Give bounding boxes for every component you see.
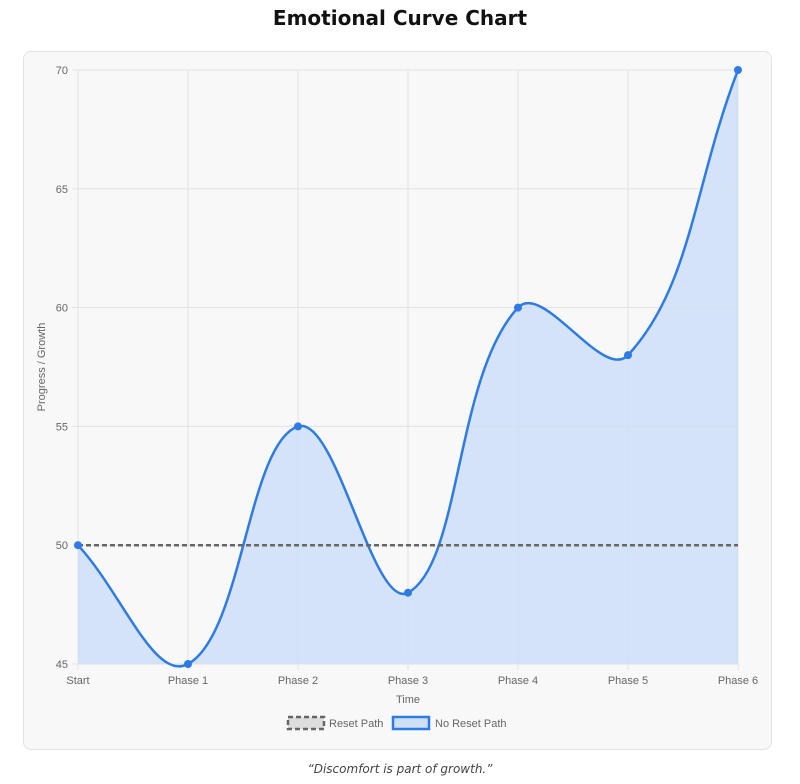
data-point — [294, 422, 302, 431]
y-tick-label: 70 — [56, 65, 68, 77]
x-axis-title: Time — [396, 694, 420, 706]
legend-label-reset-path: Reset Path — [329, 718, 383, 730]
x-tick-label: Phase 3 — [388, 675, 428, 687]
x-tick-label: Phase 4 — [498, 675, 538, 687]
y-tick-label: 55 — [56, 421, 68, 433]
data-point — [404, 588, 412, 597]
legend-swatch-no-reset-path — [391, 715, 431, 731]
x-tick-label: Phase 2 — [278, 675, 318, 687]
data-point — [734, 66, 742, 74]
y-tick-label: 65 — [56, 184, 68, 196]
quote: “Discomfort is part of growth.” — [307, 762, 493, 776]
data-point — [184, 660, 192, 668]
data-point — [624, 351, 632, 360]
legend-label-no-reset-path: No Reset Path — [435, 718, 507, 730]
x-tick-label: Start — [66, 675, 89, 687]
x-tick-label: Phase 5 — [608, 675, 648, 687]
legend-swatch-reset-path — [286, 715, 326, 731]
data-point — [74, 541, 82, 550]
y-axis-title: Progress / Growth — [36, 323, 48, 412]
series-area-no-reset-path — [78, 70, 738, 667]
x-tick-label: Phase 6 — [718, 675, 758, 687]
page-title: Emotional Curve Chart — [272, 6, 528, 30]
x-tick-label: Phase 1 — [168, 675, 208, 687]
y-tick-label: 50 — [56, 540, 68, 552]
y-tick-label: 45 — [56, 659, 68, 671]
y-tick-label: 60 — [56, 303, 68, 315]
data-point — [514, 303, 522, 312]
